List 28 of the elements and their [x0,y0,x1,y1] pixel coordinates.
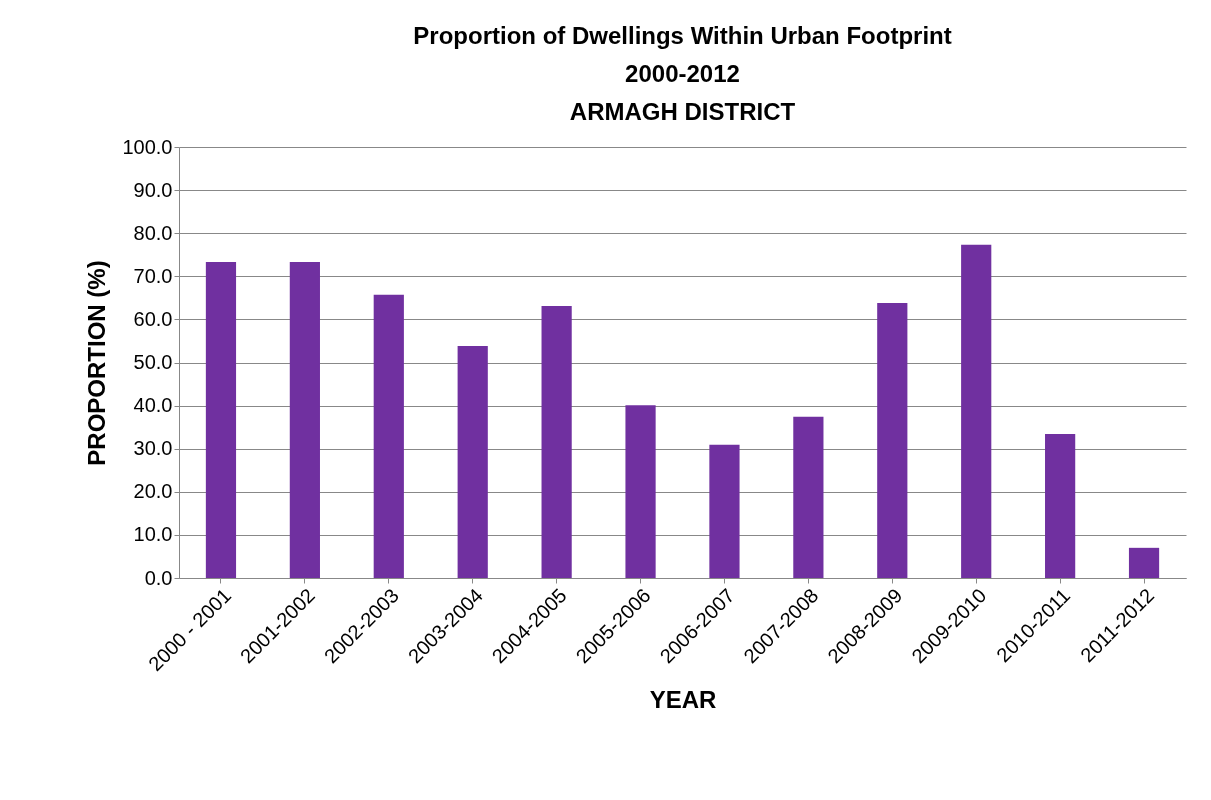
y-tick-label: 70.0 [133,264,173,287]
y-tick-label: 0.0 [144,566,173,589]
y-tick-label: 100.0 [122,135,173,158]
y-tick-label: 80.0 [133,221,173,244]
x-axis-title: YEAR [649,686,717,714]
bar [457,346,488,578]
y-tick-label: 20.0 [133,480,173,503]
text: Proportion of Dwellings Within Urban Footprint [413,22,952,49]
y-tick-label: 40.0 [133,394,173,417]
text: 2000-2012 [625,60,740,87]
bar [625,405,656,578]
bar [709,444,740,578]
text: ARMAGH DISTRICT [569,98,796,125]
y-tick-label: 50.0 [133,351,173,373]
bar [205,262,237,578]
bar [793,416,824,578]
bar [1128,547,1160,578]
bar [877,303,908,578]
bar [1045,434,1076,578]
y-tick-label: 90.0 [133,178,173,201]
y-axis-title: PROPORTION (%) [83,260,111,466]
y-tick-label: 30.0 [133,437,173,460]
bar [961,244,992,578]
y-tick-label: 60.0 [133,307,173,330]
bar [541,306,572,578]
y-tick-label: 10.0 [133,523,173,546]
bar [373,294,404,578]
bar [289,262,320,578]
